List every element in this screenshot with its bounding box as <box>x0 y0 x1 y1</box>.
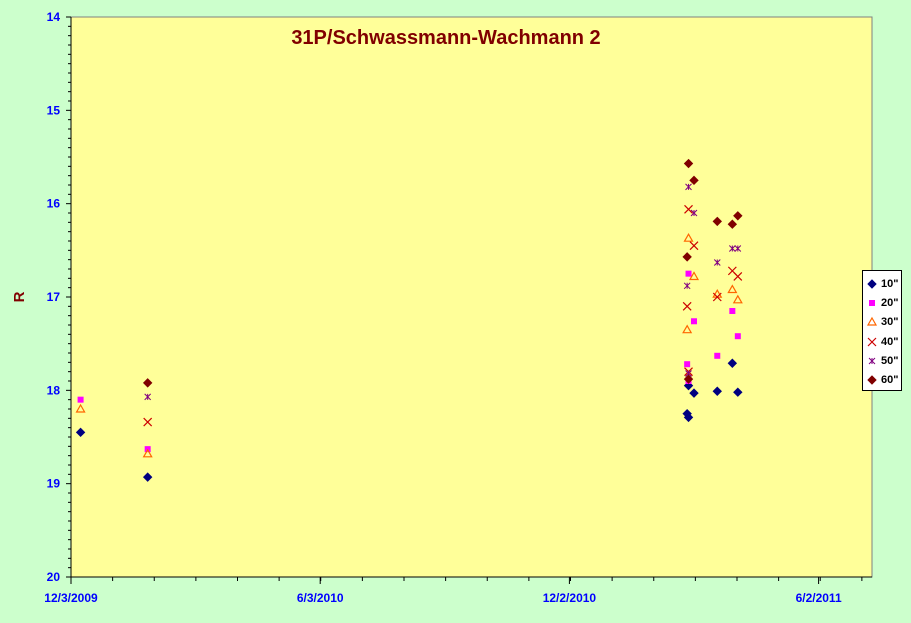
y-tick-label: 16 <box>47 197 61 211</box>
legend-marker-shape <box>867 278 877 289</box>
legend-marker <box>868 357 876 365</box>
legend-marker <box>867 375 877 385</box>
legend-marker <box>869 299 875 306</box>
data-point <box>685 183 692 191</box>
series-5 <box>144 183 742 401</box>
data-point <box>142 378 153 388</box>
data-point <box>690 209 698 217</box>
data-point <box>683 232 694 242</box>
data-point <box>689 388 699 398</box>
data-point <box>734 245 742 252</box>
legend-item: 10" <box>866 274 901 293</box>
data-point <box>727 219 738 229</box>
legend-marker-shape <box>867 337 877 346</box>
y-tick-label: 17 <box>47 290 61 304</box>
data-point <box>75 427 86 438</box>
x-tick-label: 12/3/2009 <box>44 591 98 605</box>
data-point <box>684 204 693 214</box>
legend-item: 60" <box>866 370 901 389</box>
legend-label: 20" <box>881 296 899 309</box>
legend-label: 60" <box>881 374 899 387</box>
legend-marker-shape <box>867 375 877 385</box>
y-tick-label: 20 <box>47 570 61 584</box>
legend-item: 50" <box>866 351 901 370</box>
data-point <box>728 245 736 252</box>
y-tick-label: 18 <box>47 383 61 397</box>
data-point <box>691 318 697 325</box>
data-point <box>733 211 743 221</box>
data-point <box>729 308 736 314</box>
data-point <box>683 412 694 423</box>
legend-item: 20" <box>866 293 901 312</box>
chart-title: 31P/Schwassmann-Wachmann 2 <box>291 27 600 49</box>
x-tick-label: 12/2/2010 <box>543 591 597 605</box>
y-tick-label: 15 <box>47 103 61 117</box>
data-point <box>734 333 741 340</box>
data-point <box>142 448 153 458</box>
legend: 10" 20" 30" 40" 50" 60" <box>862 270 902 391</box>
data-point <box>683 158 694 169</box>
axes: 14 15 16 17 18 19 20 12/3/2009 6/3/2010 12/2/2010… <box>44 10 872 605</box>
data-point <box>75 403 86 413</box>
legend-marker-shape <box>868 357 876 365</box>
data-point <box>727 358 738 368</box>
legend-marker-shape <box>866 317 878 326</box>
data-point <box>712 216 722 227</box>
data-point <box>683 282 691 290</box>
y-tick-label: 14 <box>47 10 61 24</box>
data-point <box>714 352 721 359</box>
data-points <box>75 158 743 482</box>
plot-area <box>70 16 873 578</box>
legend-label: 50" <box>881 354 899 367</box>
y-axis-label: R <box>11 291 28 302</box>
data-point <box>712 386 722 396</box>
series-6 <box>142 158 743 388</box>
data-point <box>689 175 699 186</box>
legend-marker <box>867 278 877 289</box>
data-point <box>733 272 743 281</box>
data-point <box>688 271 700 281</box>
legend-marker <box>866 317 878 326</box>
data-point <box>683 374 694 384</box>
series-1 <box>75 358 743 482</box>
data-point <box>144 393 152 401</box>
data-point <box>689 241 699 251</box>
data-point <box>685 270 692 277</box>
legend-label: 30" <box>881 316 899 329</box>
legend-label: 10" <box>881 277 899 290</box>
x-tick-label: 6/3/2010 <box>297 591 344 605</box>
data-point <box>143 417 153 427</box>
data-point <box>713 259 721 266</box>
x-tick-label: 6/2/2011 <box>796 591 842 605</box>
legend-item: 40" <box>866 332 901 351</box>
data-point <box>733 387 743 397</box>
y-tick-label: 19 <box>47 477 61 491</box>
data-point <box>712 292 722 302</box>
legend-marker <box>867 337 877 346</box>
data-point <box>142 472 153 482</box>
legend-item: 30" <box>866 313 901 332</box>
legend-label: 40" <box>881 335 899 348</box>
data-point <box>727 284 738 294</box>
legend-marker-shape <box>869 299 875 306</box>
data-point <box>682 252 692 262</box>
data-point <box>732 294 743 304</box>
data-point <box>682 324 693 334</box>
data-point <box>682 301 692 311</box>
data-point <box>77 396 84 403</box>
data-point <box>684 361 691 368</box>
